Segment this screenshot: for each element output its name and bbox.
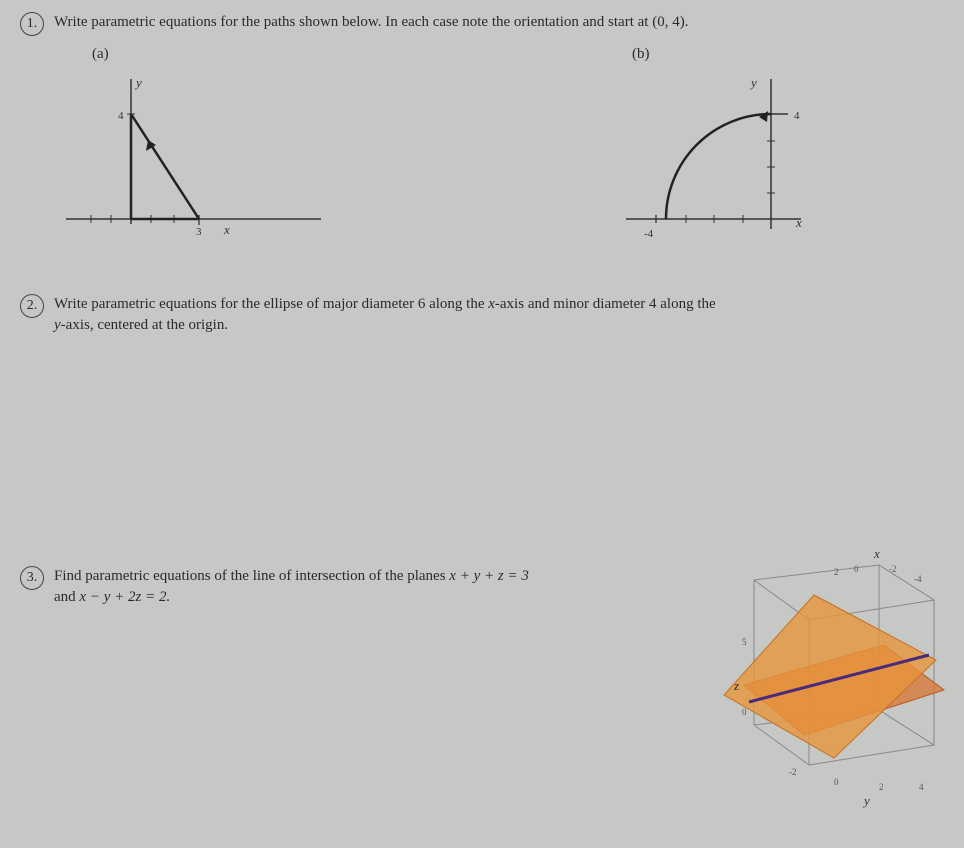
problem-2-text: Write parametric equations for the ellip… (54, 294, 716, 336)
cube-svg: x z y 2 0 -2 -4 5 0 -2 0 2 4 (704, 540, 954, 820)
p2-text-3: -axis, centered at the origin. (61, 317, 228, 333)
part-b-label: (b) (632, 46, 896, 63)
cube-z-5: 5 (742, 637, 747, 647)
fig-b-ytick: 4 (794, 110, 800, 122)
fig-a-y-label: y (134, 75, 142, 90)
cube-y-0: 0 (834, 777, 839, 787)
cube-y-n2: -2 (789, 767, 797, 777)
cube-tick-3: -2 (889, 564, 897, 574)
p3-text-1: Find parametric equations of the line of… (54, 568, 449, 584)
fig-a-xtick: 3 (196, 226, 202, 238)
problem-2-number: 2. (20, 294, 44, 318)
cube-z-0: 0 (742, 707, 747, 717)
cube-x-label: x (873, 546, 880, 561)
part-a-label: (a) (92, 46, 356, 63)
p3-eq1: x + y + z = 3 (449, 568, 529, 584)
cube-tick-2: 0 (854, 564, 859, 574)
p3-and: and (54, 589, 79, 605)
fig-a-ytick: 4 (118, 110, 124, 122)
cube-tick-1: 2 (834, 567, 839, 577)
cube-y-2: 2 (879, 782, 884, 792)
cube-y-4: 4 (919, 782, 924, 792)
problem-1-number: 1. (20, 12, 44, 36)
p2-text-1: Write parametric equations for the ellip… (54, 296, 488, 312)
figure-a-column: (a) (56, 36, 356, 254)
p2-y: y (54, 317, 61, 333)
problem-2: 2. Write parametric equations for the el… (20, 294, 944, 336)
figure-a-graph: y x 4 3 (56, 69, 356, 254)
figure-b-column: (b) (596, 36, 896, 254)
fig-b-y-label: y (749, 75, 757, 90)
problem-3-number: 3. (20, 566, 44, 590)
p2-text-2: -axis and minor diameter 4 along the (495, 296, 716, 312)
fig-a-x-label: x (223, 222, 230, 237)
p3-eq2: x − y + 2z = 2. (79, 589, 170, 605)
fig-b-x-label: x (795, 215, 802, 230)
fig-b-xtick: -4 (644, 228, 654, 240)
cube-z-label: z (733, 678, 739, 693)
problem-3-text: Find parametric equations of the line of… (54, 566, 529, 608)
figure-b-graph: y x 4 -4 (596, 69, 896, 254)
cube-figure: x z y 2 0 -2 -4 5 0 -2 0 2 4 (704, 540, 954, 820)
figures-row: (a) (56, 36, 944, 254)
cube-y-label: y (862, 793, 870, 808)
problem-1: 1. Write parametric equations for the pa… (20, 12, 944, 254)
cube-tick-4: -4 (914, 574, 922, 584)
problem-1-text: Write parametric equations for the paths… (54, 12, 688, 33)
p2-x: x (488, 296, 495, 312)
